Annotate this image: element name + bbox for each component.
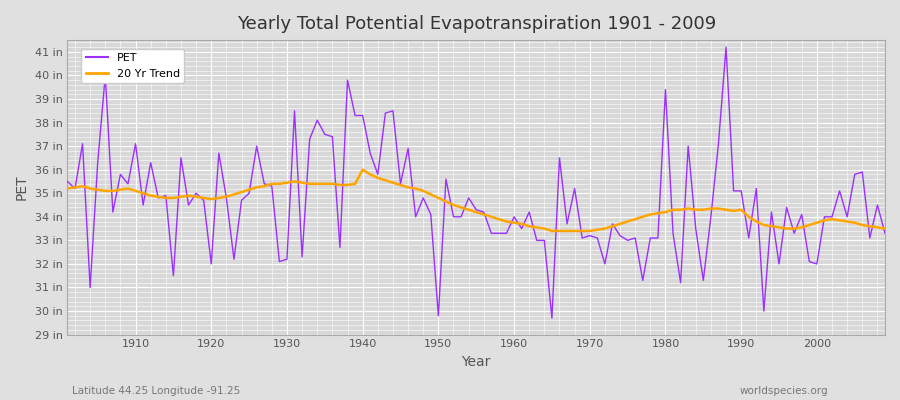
X-axis label: Year: Year: [462, 355, 490, 369]
Text: Latitude 44.25 Longitude -91.25: Latitude 44.25 Longitude -91.25: [72, 386, 240, 396]
Text: worldspecies.org: worldspecies.org: [740, 386, 828, 396]
Legend: PET, 20 Yr Trend: PET, 20 Yr Trend: [81, 49, 184, 83]
Title: Yearly Total Potential Evapotranspiration 1901 - 2009: Yearly Total Potential Evapotranspiratio…: [237, 15, 716, 33]
Y-axis label: PET: PET: [15, 174, 29, 200]
